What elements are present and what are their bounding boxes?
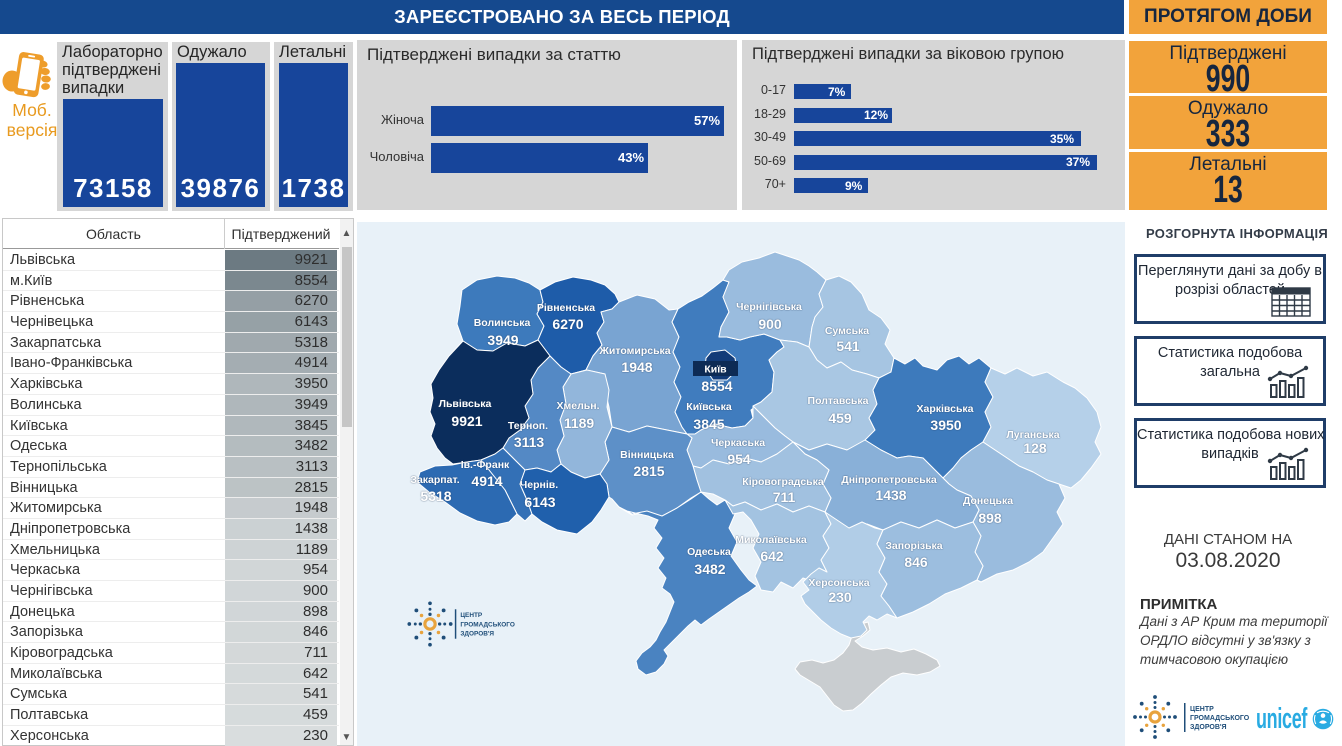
svg-text:Миколаївська: Миколаївська [735,534,807,546]
svg-text:Дніпропетровська: Дніпропетровська [841,474,937,486]
svg-text:4914: 4914 [471,473,502,489]
svg-text:541: 541 [836,338,860,354]
svg-text:Сумська: Сумська [825,325,869,337]
svg-text:Запорізька: Запорізька [885,540,942,552]
svg-text:6270: 6270 [552,316,583,332]
svg-text:Львівська: Львівська [439,398,492,410]
svg-text:Ів.-Франк: Ів.-Франк [461,459,510,471]
svg-text:846: 846 [904,554,928,570]
svg-text:Терноп.: Терноп. [508,420,548,432]
svg-text:5318: 5318 [420,488,451,504]
svg-text:Донецька: Донецька [963,495,1013,507]
svg-text:ЗДОРОВ'Я: ЗДОРОВ'Я [460,631,494,638]
svg-text:Черкаська: Черкаська [711,437,765,449]
svg-text:230: 230 [828,589,852,605]
svg-text:3845: 3845 [693,416,724,432]
svg-text:ГРОМАДСЬКОГО: ГРОМАДСЬКОГО [460,621,515,628]
svg-text:642: 642 [760,548,784,564]
svg-text:459: 459 [828,410,852,426]
svg-text:Київська: Київська [686,401,732,413]
svg-text:Закарпат.: Закарпат. [410,474,459,486]
svg-text:ЦЕНТР: ЦЕНТР [1190,706,1214,713]
svg-text:Кіровоградська: Кіровоградська [742,476,824,488]
svg-text:ГРОМАДСЬКОГО: ГРОМАДСЬКОГО [1190,715,1250,722]
svg-text:8554: 8554 [701,378,732,394]
svg-text:711: 711 [773,489,796,505]
svg-text:Вінницька: Вінницька [620,449,674,461]
svg-text:900: 900 [758,316,782,332]
svg-text:unicef: unicef [1256,704,1308,734]
svg-text:ЗДОРОВ'Я: ЗДОРОВ'Я [1190,724,1227,731]
svg-text:Хмельн.: Хмельн. [557,400,600,412]
svg-text:Херсонська: Херсонська [808,577,869,589]
svg-text:Волинська: Волинська [474,317,531,329]
svg-text:128: 128 [1023,440,1047,456]
svg-text:1438: 1438 [875,487,906,503]
svg-text:2815: 2815 [633,463,664,479]
svg-text:Полтавська: Полтавська [808,395,869,407]
svg-text:ЦЕНТР: ЦЕНТР [460,612,483,619]
svg-text:Житомирська: Житомирська [598,345,670,357]
svg-text:Чернів.: Чернів. [520,479,558,491]
svg-text:Одеська: Одеська [687,546,731,558]
svg-text:Рівненська: Рівненська [537,302,595,314]
svg-text:954: 954 [727,451,751,467]
svg-text:9921: 9921 [451,413,482,429]
svg-text:1189: 1189 [564,415,595,431]
svg-text:Луганська: Луганська [1006,429,1059,441]
svg-text:898: 898 [978,510,1002,526]
svg-text:Харківська: Харківська [916,403,973,415]
svg-text:3113: 3113 [514,434,545,450]
svg-text:3949: 3949 [487,332,518,348]
svg-text:6143: 6143 [524,494,555,510]
svg-text:3482: 3482 [694,561,725,577]
svg-text:Київ: Київ [704,364,727,376]
svg-text:1948: 1948 [621,359,652,375]
svg-text:Чернігівська: Чернігівська [736,301,802,313]
svg-text:3950: 3950 [930,417,961,433]
